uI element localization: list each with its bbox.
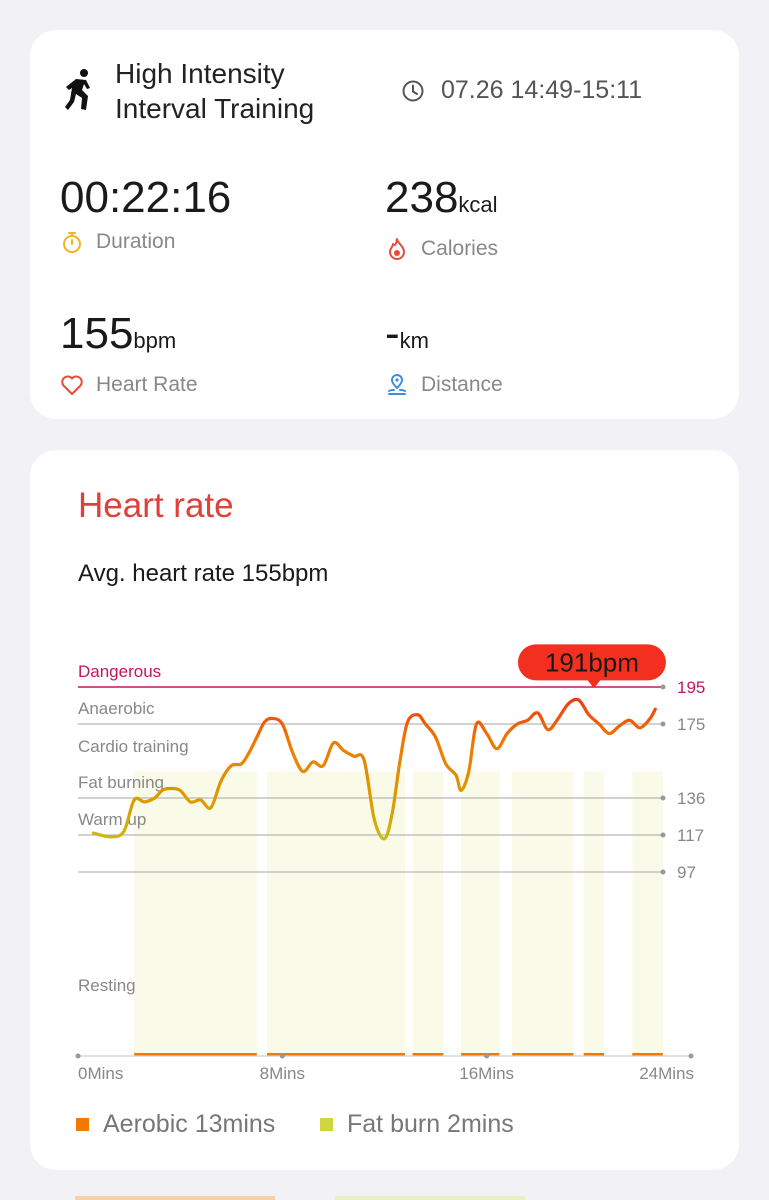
zone-label: Anaerobic [78,699,155,718]
heart-outline-icon [61,375,83,395]
zone-label: Dangerous [78,662,161,681]
zone-label: Cardio training [78,737,189,756]
heart-rate-label: Heart Rate [96,373,198,396]
average-heart-rate: Avg. heart rate 155bpm [78,560,329,587]
heart-rate-value: 155 [60,309,134,358]
legend-item-aerobic: Aerobic 13mins [76,1110,275,1139]
zone-line-end [660,721,666,727]
x-tick [279,1053,285,1059]
peek-bar [335,1196,525,1200]
activity-band-marker [134,1053,257,1056]
zone-line-end [660,684,666,690]
y-tick-label: 195 [677,678,705,697]
activity-band [267,771,405,1055]
activity-band [134,771,257,1055]
aerobic-swatch [76,1118,89,1131]
zone-label: Fat burning [78,773,164,792]
zone-line-end [660,832,666,838]
legend-item-fat-burn: Fat burn 2mins [320,1110,514,1139]
stopwatch-icon [63,232,81,253]
zone-label: Resting [78,976,136,995]
x-tick [688,1053,694,1059]
zone-line-end [660,869,666,875]
activity-title-line1: High Intensity [115,58,285,89]
distance-unit: km [399,328,429,353]
heart-rate-metric: 155bpm Heart Rate [60,312,198,397]
activity-band [583,771,605,1055]
y-tick-label: 117 [677,826,704,845]
heart-rate-card: Heart rate Avg. heart rate 155bpm Danger… [30,450,739,1170]
activity-band-marker [632,1053,663,1056]
activity-band [412,771,444,1055]
zone-line-end [660,795,666,801]
distance-value: - [385,309,400,358]
time-range: 07.26 14:49-15:11 [441,76,643,104]
distance-metric: -km Distance [385,312,503,397]
distance-label: Distance [421,373,503,396]
x-tick-label: 16Mins [459,1064,514,1083]
activity-band [461,771,500,1055]
hiit-running-figure-icon [65,69,90,110]
peak-label: 191bpm [545,647,639,677]
activity-band [632,771,663,1055]
peek-bar [75,1196,275,1200]
heart-rate-unit: bpm [133,328,177,353]
zone-label: Warm up [78,810,146,829]
peak-callout [517,644,666,681]
heart-rate-chart: Dangerous Anaerobic Cardio training Fat bur… [75,644,705,1083]
x-tick [484,1053,490,1059]
calories-label: Calories [421,237,499,260]
heart-rate-line [91,697,657,841]
y-tick-label: 175 [677,715,705,734]
x-tick-label: 0Mins [78,1064,123,1083]
fat-burn-swatch [320,1118,333,1131]
duration-metric: 00:22:16 Duration [60,176,231,254]
activity-band [512,771,574,1055]
y-tick-label: 136 [677,789,705,808]
x-tick [75,1053,81,1059]
activity-title-line2: Interval Training [115,93,315,124]
heart-rate-title: Heart rate [78,486,234,525]
workout-summary-card: High Intensity Interval Training 07.26 1… [30,30,739,419]
legend-label-aerobic: Aerobic 13mins [103,1110,276,1138]
activity-band-marker [461,1053,500,1056]
activity-band-marker [512,1053,574,1056]
duration-value: 00:22:16 [60,173,232,222]
calories-value: 238 [385,173,459,222]
calories-metric: 238kcal Calories [385,176,498,261]
activity-title: High Intensity Interval Training [115,56,365,126]
activity-band-marker [267,1053,405,1056]
clock-icon [402,80,424,101]
next-card-peek [75,1196,635,1200]
calories-unit: kcal [458,192,498,217]
duration-label: Duration [96,230,176,253]
legend-label-fat-burn: Fat burn 2mins [347,1110,514,1138]
activity-band-marker [412,1053,444,1056]
activity-band-marker [583,1053,605,1056]
y-tick-label: 97 [677,863,696,882]
time-range-row: 07.26 14:49-15:11 [401,76,642,105]
x-tick-label: 24Mins [639,1064,694,1083]
peak-callout-pointer [586,679,601,689]
flame-icon [389,238,405,260]
location-pin-icon [388,374,406,395]
x-tick-label: 8Mins [260,1064,305,1083]
